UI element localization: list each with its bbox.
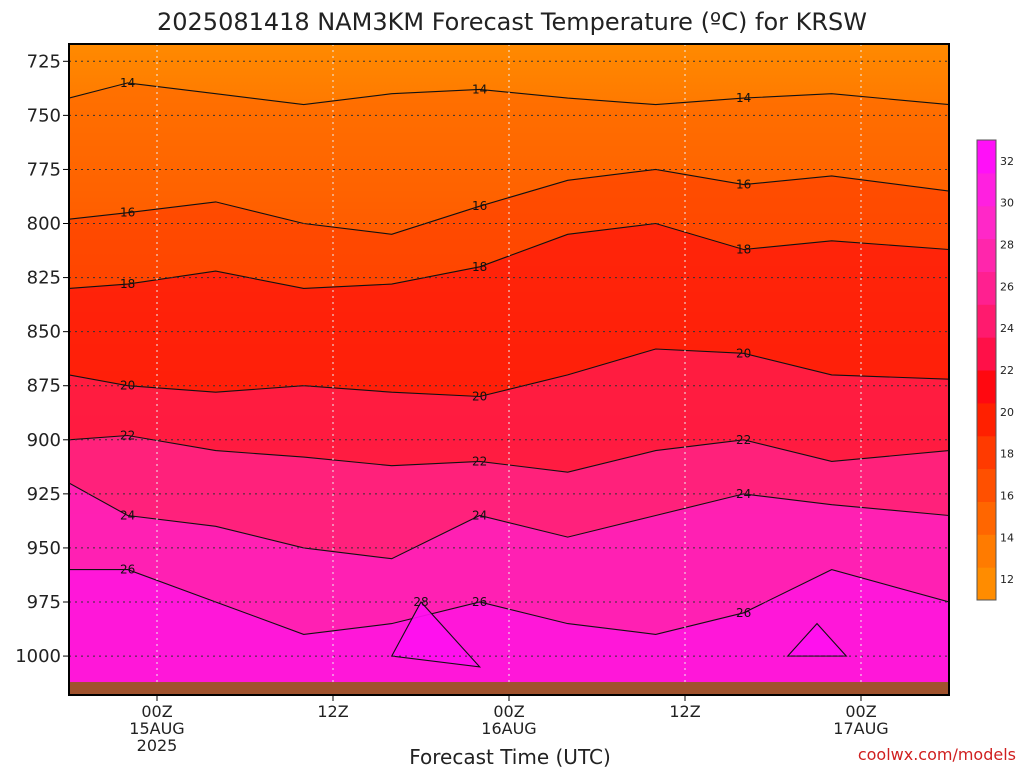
x-tick-label: 2025 (137, 736, 178, 755)
contour-label: 20 (736, 346, 751, 360)
contour-label: 14 (736, 91, 751, 105)
colorbar-frame (976, 139, 997, 601)
contour-label: 28 (413, 595, 428, 609)
colorbar-tick-label: 18 (1000, 448, 1014, 461)
y-tick-label: 975 (27, 592, 61, 613)
contour-label: 20 (472, 390, 487, 404)
contour-label: 18 (472, 260, 487, 274)
colorbar-tick-label: 30 (1000, 197, 1014, 210)
colorbar-swatch (977, 172, 996, 207)
colorbar-tick-label: 26 (1000, 280, 1014, 293)
x-tick-label: 12Z (317, 702, 348, 721)
credit-link[interactable]: coolwx.com/models (858, 745, 1016, 764)
contour-14 (69, 82, 949, 106)
contour-label: 18 (736, 243, 751, 257)
y-tick-label: 950 (27, 538, 61, 559)
colorbar-swatch (977, 140, 996, 174)
x-tick-label: 00Z (845, 702, 876, 721)
contour-label: 26 (472, 595, 487, 609)
contour-label: 18 (120, 277, 135, 291)
pressure-axis: 725 750 775 800 825 850 875 900 925 950 975 1000 (15, 51, 69, 667)
y-tick-label: 875 (27, 376, 61, 397)
warm-cores (390, 601, 848, 668)
colorbar-tick-label: 14 (1000, 531, 1014, 544)
surface-ground (69, 682, 949, 695)
contour-label: 14 (120, 76, 135, 90)
colorbar-tick-label: 20 (1000, 406, 1014, 419)
y-tick-label: 1000 (15, 646, 61, 667)
contour-lines (69, 82, 949, 635)
contour-16 (69, 168, 949, 235)
plot-area: 14 14 14 16 16 16 18 18 18 20 20 20 22 22 22 24 24 24 26 26… (69, 44, 949, 695)
contour-label: 24 (120, 509, 135, 523)
chart-title: 2025081418 NAM3KM Forecast Temperature (… (157, 8, 867, 36)
x-tick-label: 00Z (493, 702, 524, 721)
y-tick-label: 825 (27, 268, 61, 289)
x-tick-label: 15AUG (129, 719, 184, 738)
y-tick-label: 900 (27, 430, 61, 451)
colorbar-swatch (977, 567, 996, 601)
contour-labels: 14 14 14 16 16 16 18 18 18 20 20 20 22 22 22 24 24 24 26 26… (120, 76, 751, 620)
colorbar-swatch (977, 205, 996, 240)
y-tick-label: 725 (27, 51, 61, 72)
colorbar-swatch (977, 271, 996, 305)
y-tick-label: 800 (27, 214, 61, 235)
contour-label: 26 (736, 606, 751, 620)
contour-label: 20 (120, 379, 135, 393)
contour-label: 22 (736, 433, 751, 447)
contour-26 (69, 569, 949, 635)
y-tick-label: 925 (27, 484, 61, 505)
colorbar-swatch (977, 370, 996, 404)
x-tick-label: 16AUG (481, 719, 536, 738)
x-tick-label: 12Z (669, 702, 700, 721)
y-tick-label: 775 (27, 159, 61, 180)
warm-core-2 (786, 622, 848, 657)
colorbar-swatch (977, 337, 996, 371)
contour-20 (69, 348, 949, 398)
colorbar-tick-label: 28 (1000, 239, 1014, 252)
colorbar-swatch (977, 534, 996, 568)
colorbar-swatch (977, 238, 996, 272)
warm-core-1 (390, 601, 482, 668)
colorbar-tick-label: 24 (1000, 322, 1014, 335)
x-axis-label: Forecast Time (UTC) (409, 745, 611, 768)
x-tick-label: 17AUG (833, 719, 888, 738)
colorbar-swatch (977, 501, 996, 535)
contour-label: 16 (472, 199, 487, 213)
contour-label: 22 (472, 454, 487, 468)
colorbar-tick-label: 12 (1000, 573, 1014, 586)
colorbar: 12 14 16 18 20 22 24 26 28 30 32 (976, 139, 1014, 601)
colorbar-tick-label: 16 (1000, 490, 1014, 503)
colorbar-tick-label: 22 (1000, 364, 1014, 377)
colorbar-swatch (977, 435, 996, 470)
grid-lines (69, 44, 949, 695)
y-tick-label: 850 (27, 322, 61, 343)
y-tick-label: 750 (27, 105, 61, 126)
contour-18 (69, 222, 949, 289)
contour-label: 16 (120, 206, 135, 220)
contour-24 (69, 482, 949, 560)
x-tick-label: 00Z (141, 702, 172, 721)
contour-22 (69, 434, 949, 473)
colorbar-swatch (977, 304, 996, 338)
contour-label: 26 (120, 563, 135, 577)
contour-label: 22 (120, 429, 135, 443)
contour-label: 14 (472, 82, 487, 96)
colorbar-swatch (977, 402, 996, 437)
contour-label: 16 (736, 178, 751, 192)
contour-label: 24 (472, 509, 487, 523)
colorbar-tick-label: 32 (1000, 155, 1014, 168)
colorbar-swatch (977, 468, 996, 502)
contour-label: 24 (736, 487, 751, 501)
